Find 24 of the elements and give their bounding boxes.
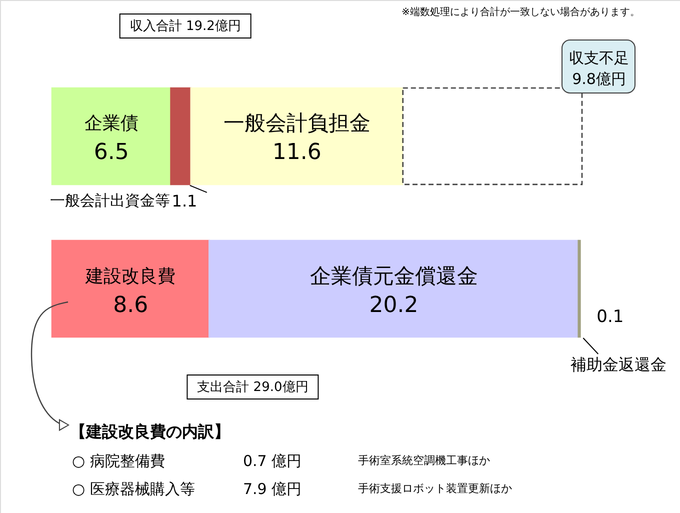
series-label: 企業債元金償還金 [310, 264, 478, 288]
text: 0.7 億円 [243, 452, 302, 470]
text: 手術室系統空調機工事ほか [358, 454, 490, 467]
data-label: 1.1 [172, 191, 198, 210]
data-label: 6.5 [94, 140, 129, 166]
series-label: 建設改良費 [84, 266, 176, 287]
series-label: 一般会計負担金 [223, 111, 370, 136]
data-label: 9.8億円 [572, 70, 626, 88]
text: 【建設改良費の内訳】 [70, 422, 230, 441]
series-label: 一般会計出資金等 [50, 191, 170, 210]
text: ※端数処理により合計が一致しない場合があります。 [402, 6, 640, 18]
series-label: 補助金返還金 [570, 355, 666, 374]
data-label: 20.2 [369, 292, 418, 318]
text: 7.9 億円 [243, 480, 302, 498]
series-label: 収支不足 [569, 49, 629, 67]
text: 収入合計 19.2億円 [130, 19, 241, 34]
data-label: 0.1 [596, 307, 624, 327]
series-label: 企業債 [84, 113, 138, 134]
text: ○ 医療器械購入等 [72, 480, 195, 498]
data-label: 8.6 [113, 292, 148, 318]
text: 支出合計 29.0億円 [197, 380, 308, 395]
data-label: 11.6 [272, 140, 322, 166]
text: 手術支援ロボット装置更新ほか [358, 482, 512, 495]
text: ○ 病院整備費 [72, 452, 165, 470]
